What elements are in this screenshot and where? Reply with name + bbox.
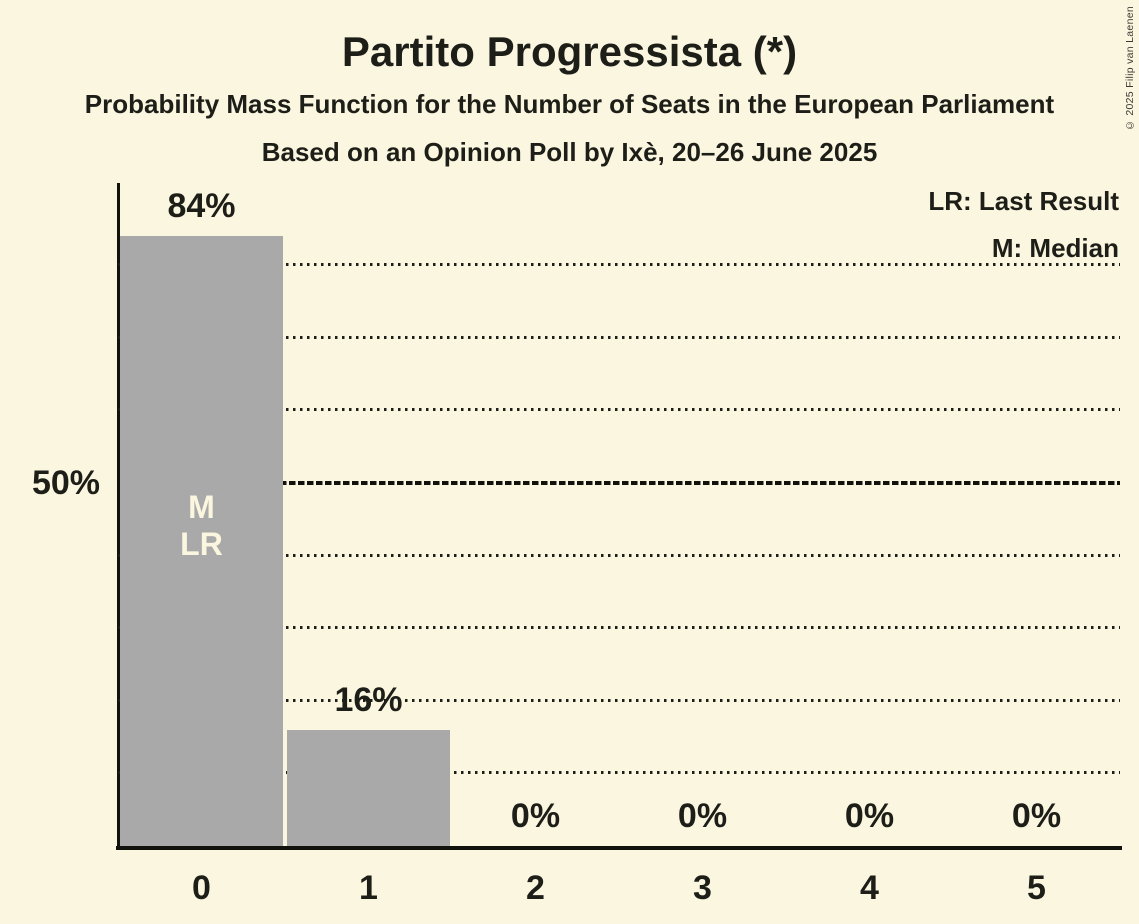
legend: LR: Last Result M: Median (928, 178, 1119, 272)
x-axis-label-3: 3 (693, 869, 712, 907)
gridline-10pct (118, 771, 1120, 775)
bar-value-label-2: 0% (510, 797, 561, 835)
annotation-line-lr: LR (180, 526, 223, 562)
legend-entry-median: M: Median (991, 233, 1119, 263)
x-axis-label-0: 0 (192, 869, 211, 907)
x-axis-label-5: 5 (1027, 869, 1046, 907)
bar-value-label-4: 0% (844, 797, 895, 835)
bar-value-label-5: 0% (1011, 797, 1062, 835)
bar-value-label-1: 16% (334, 680, 403, 719)
chart-subtitle: Probability Mass Function for the Number… (84, 89, 1055, 119)
bar-seats-0 (120, 236, 283, 846)
plot-area: 84% 16% 0% 0% 0% 0% M LR (118, 183, 1120, 846)
chart-poll-info: Based on an Opinion Poll by Ixè, 20–26 J… (261, 137, 878, 167)
chart-title: Partito Progressista (*) (341, 28, 798, 75)
median-gridline-50pct (118, 481, 1120, 485)
gridline-80pct (118, 263, 1120, 267)
gridline-20pct (118, 698, 1120, 702)
annotation-line-m: M (188, 489, 215, 525)
x-axis-line (116, 846, 1122, 850)
gridline-40pct (118, 553, 1120, 557)
bar-value-label-0: 84% (167, 187, 236, 226)
x-axis-label-1: 1 (359, 869, 378, 907)
y-tick-label-50: 50% (31, 464, 100, 502)
y-axis-line (117, 183, 120, 850)
gridline-70pct (118, 335, 1120, 339)
gridline-60pct (118, 408, 1120, 412)
gridline-30pct (118, 626, 1120, 630)
bar-value-label-3: 0% (677, 797, 728, 835)
bar-seats-1 (287, 729, 450, 846)
legend-entry-last-result: LR: Last Result (928, 186, 1119, 216)
x-axis-label-2: 2 (526, 869, 545, 907)
bar-annotation-median-lastresult: M LR (118, 489, 285, 563)
x-axis-label-4: 4 (860, 869, 879, 907)
